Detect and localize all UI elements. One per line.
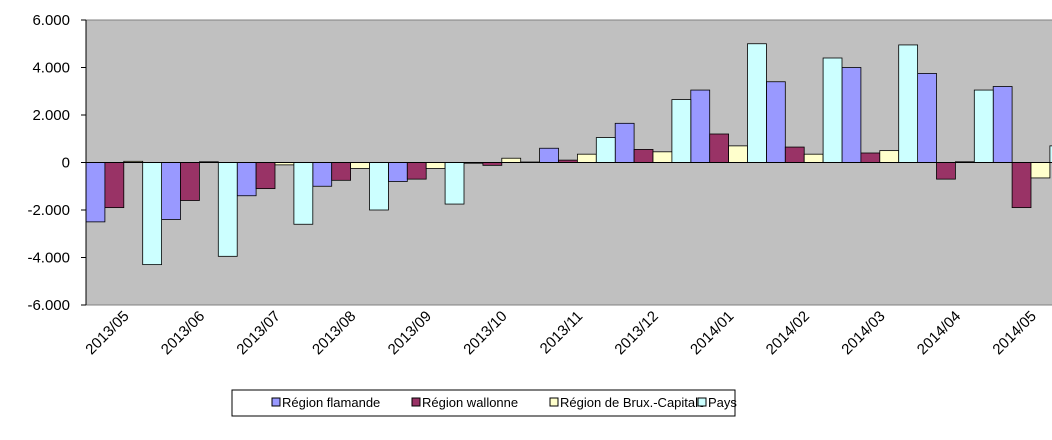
- bar: [728, 145, 748, 163]
- bar: [85, 162, 106, 223]
- bar: [917, 73, 937, 163]
- legend: Région flamande Région wallonne Région de …: [231, 389, 737, 417]
- bar: [255, 162, 276, 190]
- bar: [180, 162, 200, 201]
- bar: [217, 162, 238, 257]
- bar: [406, 162, 427, 180]
- legend-swatch: [549, 397, 559, 407]
- bar: [331, 162, 352, 181]
- legend-label: Région flamande: [282, 395, 380, 410]
- x-tick-label: 2013/08: [309, 308, 359, 358]
- legend-label: Pays: [708, 395, 737, 410]
- bar: [1011, 162, 1032, 209]
- bar: [709, 133, 730, 163]
- bar: [784, 146, 805, 163]
- x-tick-label: 2014/02: [763, 308, 813, 358]
- y-tick-label: 2.000: [32, 107, 70, 124]
- y-tick-label: 6.000: [32, 12, 70, 29]
- bar: [766, 81, 786, 163]
- x-tick-label: 2014/05: [989, 308, 1039, 358]
- legend-box: [231, 389, 736, 417]
- x-tick-label: 2013/10: [460, 308, 510, 358]
- bar: [803, 153, 824, 163]
- bar: [614, 122, 635, 163]
- bar: [501, 157, 522, 163]
- bar: [841, 67, 862, 163]
- bar: [652, 151, 673, 163]
- y-tick-label: 0: [62, 155, 70, 172]
- y-tick-label: -6.000: [27, 297, 70, 314]
- bar: [350, 162, 370, 169]
- bar: [142, 162, 162, 266]
- legend-swatch: [697, 397, 707, 407]
- x-tick-label: 2013/06: [158, 308, 208, 358]
- bar: [1049, 145, 1052, 163]
- bar: [387, 162, 408, 182]
- x-tick-label: 2013/12: [611, 308, 661, 358]
- x-tick-label: 2014/04: [914, 308, 964, 358]
- bar: [936, 162, 956, 180]
- y-tick-label: -2.000: [27, 202, 70, 219]
- bar: [898, 44, 919, 163]
- x-tick-label: 2014/01: [687, 308, 737, 358]
- bar: [1030, 162, 1051, 179]
- bar: [539, 147, 559, 163]
- bar: [747, 43, 767, 163]
- bar: [992, 86, 1013, 163]
- x-tick-label: 2013/11: [537, 308, 587, 358]
- bar: [312, 162, 333, 187]
- bar: [822, 57, 843, 163]
- legend-label: Région de Brux.-Capitale: [560, 395, 705, 410]
- bar: [236, 162, 257, 197]
- x-tick-label: 2014/03: [838, 308, 888, 358]
- bar: [595, 137, 616, 163]
- bar: [369, 162, 389, 211]
- x-tick-label: 2013/05: [82, 308, 132, 358]
- x-tick-label: 2013/09: [385, 308, 435, 358]
- bar: [879, 150, 900, 163]
- y-tick-label: 4.000: [32, 60, 70, 77]
- bar: [444, 162, 465, 205]
- bar: [973, 89, 994, 163]
- bar: [161, 162, 181, 220]
- x-tick-label: 2013/07: [233, 308, 283, 358]
- bar: [690, 89, 711, 163]
- bar: [671, 99, 692, 163]
- bar: [577, 153, 597, 163]
- bar: [104, 162, 125, 209]
- legend-label: Région wallonne: [422, 395, 518, 410]
- bar: [293, 162, 314, 225]
- bar: [860, 152, 881, 163]
- bar: [633, 149, 654, 163]
- bar: [425, 162, 446, 169]
- legend-swatch: [271, 397, 281, 407]
- legend-swatch: [411, 397, 421, 407]
- y-tick-label: -4.000: [27, 250, 70, 267]
